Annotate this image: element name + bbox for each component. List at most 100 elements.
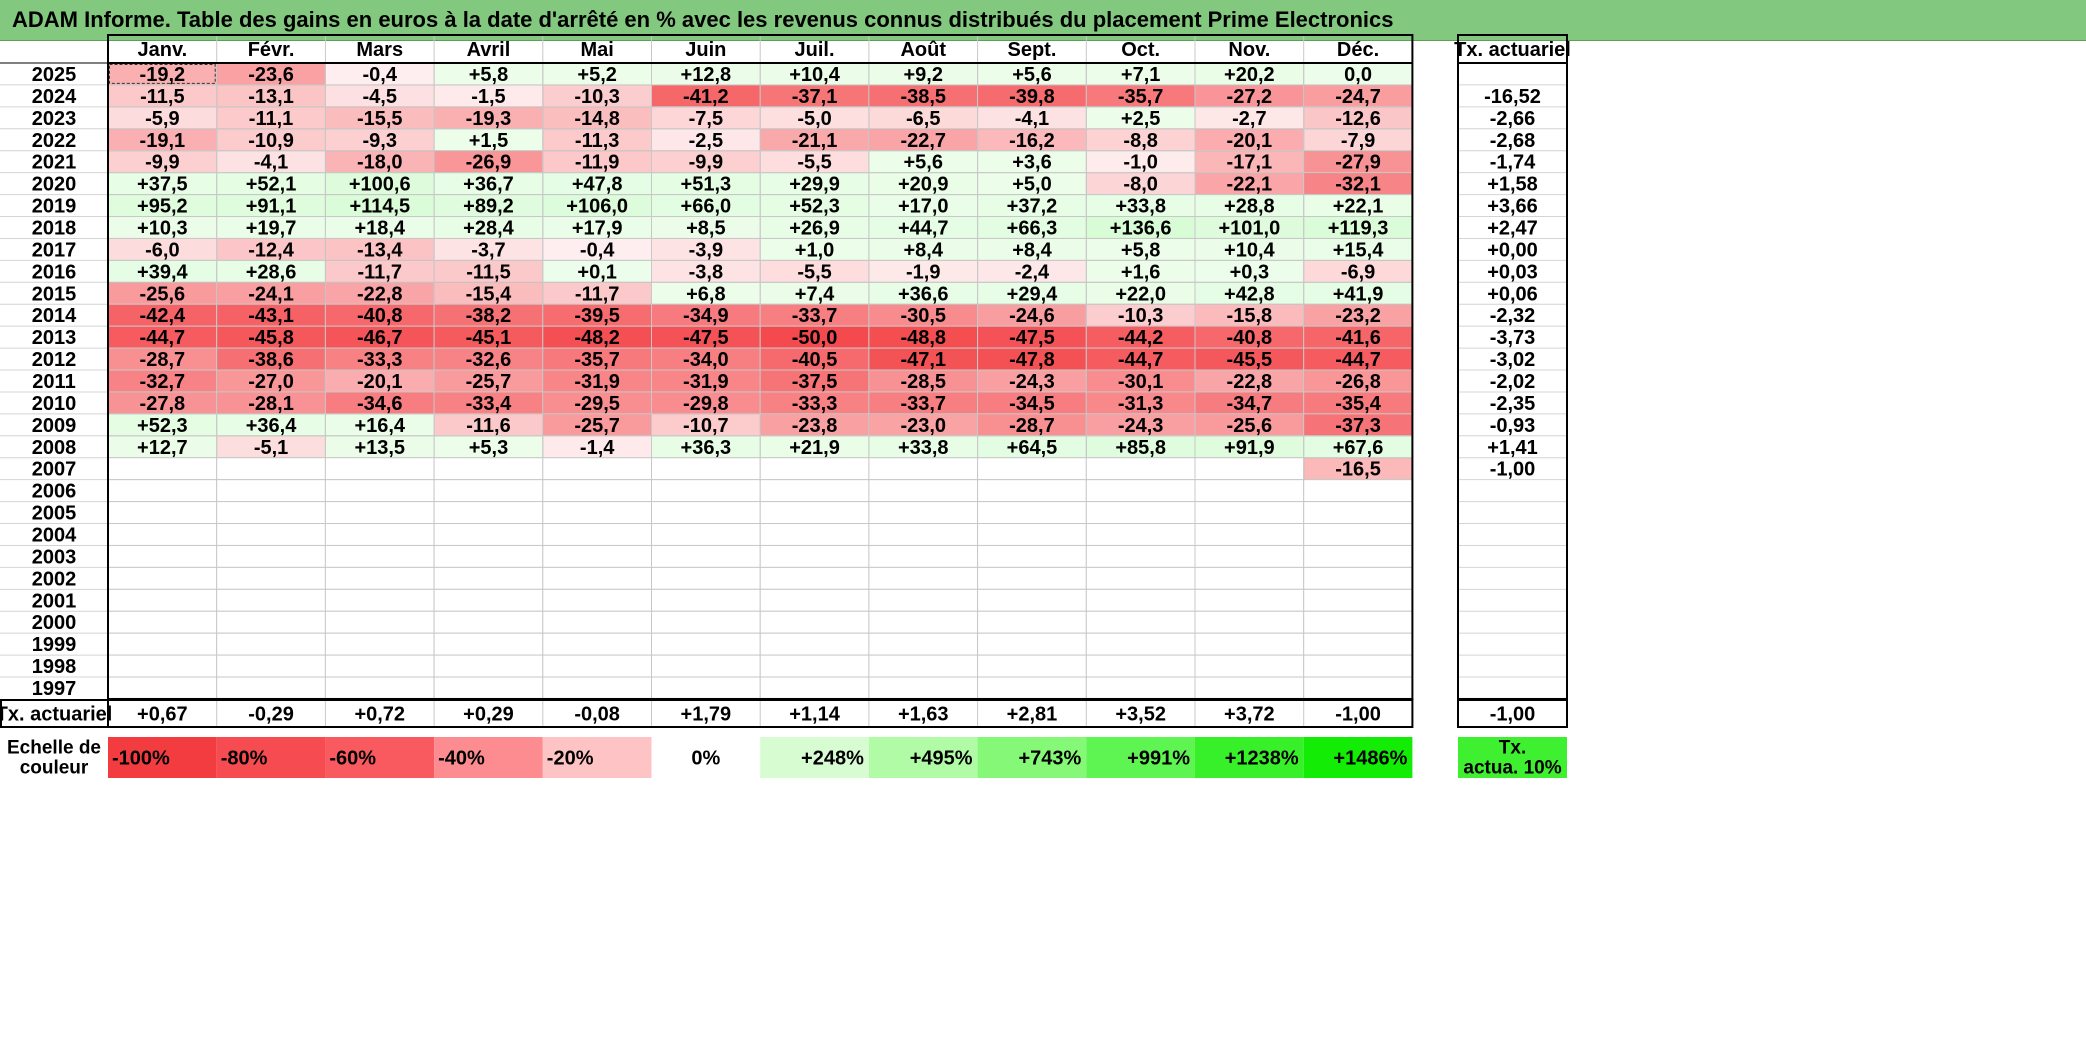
scale-swatch-label: -100% — [112, 748, 170, 770]
cell-value: +29,9 — [789, 174, 840, 196]
heatmap-cell — [324, 610, 435, 634]
cell-value: -27,9 — [1335, 152, 1381, 174]
cell-value: -18,0 — [357, 152, 403, 174]
cell-value: -11,5 — [466, 261, 510, 283]
cell-value: -48,8 — [900, 327, 946, 349]
cell-value: +39,4 — [137, 261, 188, 283]
cell-value: -40,5 — [792, 349, 838, 371]
heatmap-cell — [868, 566, 979, 590]
month-header: Sept. — [1007, 39, 1056, 61]
cell-value: +1,6 — [1121, 261, 1160, 283]
cell-value: -12,6 — [1335, 108, 1381, 130]
heatmap-cell — [1303, 676, 1413, 700]
heatmap-cell — [216, 501, 326, 525]
tx-total-value: -1,00 — [1490, 704, 1536, 726]
cell-value: +89,2 — [463, 196, 514, 218]
table-border — [107, 34, 1414, 700]
cell-value: -5,1 — [254, 437, 288, 459]
heatmap-cell — [1194, 479, 1305, 503]
heatmap-cell — [1194, 610, 1305, 634]
cell-value: +9,2 — [904, 64, 943, 86]
heatmap-cell — [759, 457, 870, 481]
cell-value: +6,8 — [686, 283, 725, 305]
heatmap-cell — [977, 610, 1087, 634]
cell-value: +21,9 — [789, 437, 840, 459]
tx-month-value: +3,72 — [1224, 704, 1275, 726]
year-label: 2009 — [32, 415, 77, 437]
heatmap-cell — [107, 479, 218, 503]
cell-value: -1,5 — [471, 86, 505, 108]
cell-value: -45,1 — [466, 327, 512, 349]
tx-year-value: -16,52 — [1484, 86, 1541, 108]
cell-value: +3,6 — [1012, 152, 1051, 174]
heatmap-cell — [216, 479, 326, 503]
cell-value: -34,9 — [683, 305, 729, 327]
year-label: 2005 — [32, 503, 77, 525]
heatmap-cell — [107, 501, 218, 525]
scale-swatch-label: +495% — [910, 748, 973, 770]
tx-month-value: +0,72 — [354, 704, 405, 726]
tx-month-value: -1,00 — [1335, 704, 1381, 726]
summary-border — [0, 699, 1414, 728]
heatmap-cell — [651, 457, 761, 481]
cell-value: +119,3 — [1328, 217, 1389, 239]
tx-year-value: -3,02 — [1490, 349, 1536, 371]
cell-value: 0,0 — [1344, 64, 1372, 86]
heatmap-cell — [759, 544, 870, 568]
cell-value: -26,8 — [1335, 371, 1381, 393]
year-label: 1998 — [32, 656, 77, 678]
cell-value: +17,0 — [898, 196, 949, 218]
scale-swatch-label: +1238% — [1225, 748, 1299, 770]
cell-value: +10,4 — [789, 64, 840, 86]
scale-swatch-label: +991% — [1127, 748, 1190, 770]
heatmap-cell — [216, 676, 326, 700]
cell-value: -30,5 — [900, 305, 946, 327]
heatmap-cell — [107, 544, 218, 568]
heatmap-cell — [1303, 632, 1413, 656]
cell-value: +7,1 — [1121, 64, 1160, 86]
cell-value: -39,8 — [1009, 86, 1055, 108]
cell-value: -35,7 — [1118, 86, 1164, 108]
cell-value: +0,3 — [1230, 261, 1269, 283]
cell-value: -23,0 — [900, 415, 946, 437]
heatmap-cell — [216, 632, 326, 656]
cell-value: -6,9 — [1341, 261, 1375, 283]
cell-value: -37,1 — [792, 86, 838, 108]
cell-value: -10,3 — [574, 86, 620, 108]
year-label: 2002 — [32, 568, 77, 590]
cell-value: +136,6 — [1110, 217, 1172, 239]
tx-year-value: +1,58 — [1487, 174, 1538, 196]
cell-value: -24,3 — [1118, 415, 1164, 437]
cell-value: +44,7 — [898, 217, 949, 239]
heatmap-cell — [433, 610, 544, 634]
heatmap-cell — [1303, 479, 1413, 503]
cell-value: -32,1 — [1335, 174, 1381, 196]
cell-value: -45,8 — [248, 327, 294, 349]
cell-value: -23,6 — [248, 64, 294, 86]
cell-value: +42,8 — [1224, 283, 1275, 305]
heatmap-cell — [324, 544, 435, 568]
scale-swatch — [434, 737, 543, 778]
tx-month-value: -0,29 — [248, 704, 294, 726]
cell-value: -38,6 — [248, 349, 294, 371]
page-title: ADAM Informe. Table des gains en euros à… — [12, 7, 1394, 32]
tx-month-value: +2,81 — [1007, 704, 1058, 726]
scale-swatch — [542, 737, 652, 778]
heatmap-cell — [1085, 457, 1196, 481]
heatmap-cell — [868, 544, 979, 568]
cell-value: +33,8 — [898, 437, 949, 459]
cell-value: +20,2 — [1224, 64, 1275, 86]
heatmap-cell — [977, 523, 1087, 546]
cell-value: +0,1 — [577, 261, 616, 283]
heatmap-cell — [868, 501, 979, 525]
scale-label: couleur — [20, 758, 89, 779]
cell-value: -11,7 — [358, 261, 402, 283]
heatmap-cell — [1303, 588, 1413, 612]
cell-value: -34,5 — [1009, 393, 1055, 415]
month-header: Janv. — [138, 39, 188, 61]
cell-value: +1,0 — [795, 239, 834, 261]
cell-value: +5,8 — [469, 64, 508, 86]
cell-value: -45,5 — [1227, 349, 1273, 371]
cell-value: -0,4 — [580, 239, 615, 261]
